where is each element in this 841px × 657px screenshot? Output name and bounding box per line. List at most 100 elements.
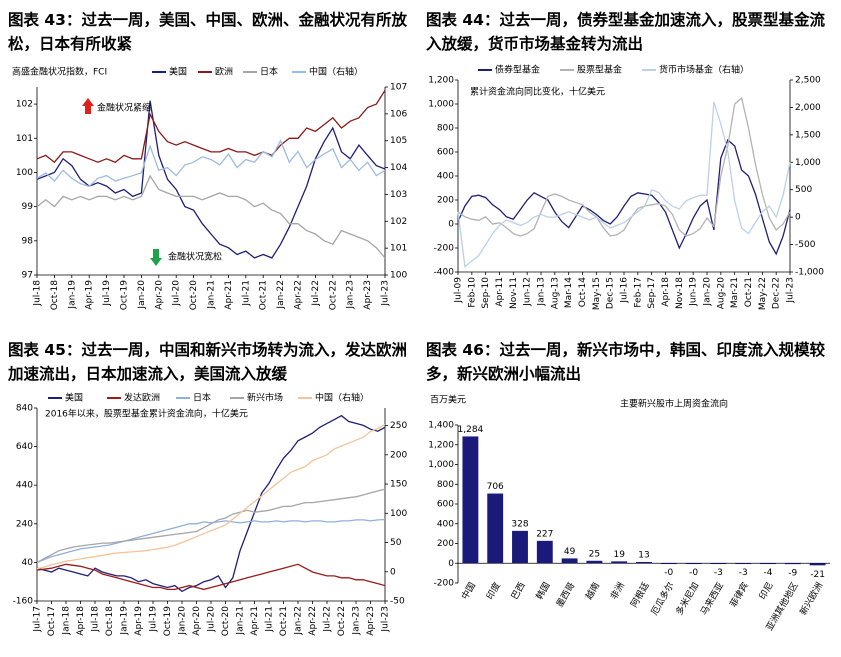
x-tick-label: 中国 — [459, 580, 478, 602]
x-tick-label: Jul-09 — [454, 277, 464, 304]
y2-tick-label: -50 — [390, 597, 405, 607]
value-label: 227 — [536, 529, 553, 539]
x-tick-label: Apr-18 — [76, 606, 86, 636]
annotation: 金融状况紧缩 — [97, 102, 151, 114]
x-tick-label: Apr-20 — [154, 280, 164, 310]
bar — [660, 563, 677, 565]
y-tick-label: 400 — [437, 172, 454, 182]
y-tick-label: 1,400 — [428, 421, 454, 431]
arrow-up — [82, 98, 94, 114]
x-tick-label: Jan-21 — [207, 280, 217, 310]
x-tick-label: May-22 — [758, 277, 768, 310]
value-label: 19 — [613, 550, 625, 560]
bar — [586, 560, 603, 564]
y-tick-label: 200 — [437, 539, 454, 549]
y2-tick-label: 2,000 — [795, 103, 821, 113]
x-tick-label: Oct-18 — [105, 606, 115, 637]
x-tick-label: Sep-10 — [481, 277, 491, 309]
x-tick-label: Jan-23 — [346, 280, 356, 310]
y-tick-label: 840 — [16, 404, 33, 414]
subtitle: 2016年以来，股票型基金累计资金流向，十亿美元 — [45, 408, 248, 420]
bar — [512, 530, 528, 564]
value-label: -0 — [689, 568, 698, 578]
y-tick-label: 240 — [16, 519, 33, 529]
x-tick-label: Apr-20 — [192, 606, 202, 636]
y2-tick-label: 105 — [390, 136, 407, 146]
x-tick-label: 越南 — [583, 580, 602, 602]
x-tick-label: Feb-10 — [467, 277, 477, 308]
x-tick-label: 菲律宾 — [727, 580, 751, 609]
y-tick-label: 800 — [437, 480, 454, 490]
x-tick-label: Dec-15 — [606, 277, 616, 309]
x-tick-label: Jan-22 — [294, 606, 304, 636]
x-tick-label: Jan-20 — [137, 280, 147, 310]
x-tick-label: 印度 — [484, 580, 503, 602]
chart-title: 图表 44：过去一周，债券型基金加速流入，股票型基金流入放缓，货币市场基金转为流… — [426, 11, 825, 53]
y2-tick-label: -1,000 — [795, 268, 824, 278]
y2-tick-label: 250 — [390, 421, 407, 431]
y-tick-label: -200 — [434, 579, 455, 589]
x-tick-label: Jul-22 — [311, 280, 321, 307]
legend-label: 债券型基金 — [495, 64, 540, 76]
x-tick-label: Jul-19 — [149, 606, 159, 633]
y-tick-label: 1,000 — [428, 100, 454, 110]
y-tick-label: 600 — [437, 500, 454, 510]
x-tick-label: Jul-18 — [91, 606, 101, 633]
y-tick-label: 97 — [22, 271, 33, 281]
x-tick-label: Jul-22 — [323, 606, 333, 633]
y2-tick-label: 102 — [390, 217, 407, 227]
y-tick-label: 101 — [16, 134, 33, 144]
x-tick-label: Oct-20 — [221, 606, 231, 637]
x-tick-label: Apr-22 — [308, 606, 318, 636]
x-tick-label: Feb-17 — [633, 277, 643, 308]
x-tick-label: 韩国 — [533, 580, 552, 602]
series-line — [36, 414, 386, 593]
bar — [462, 436, 479, 564]
x-tick-label: Jun-12 — [523, 277, 533, 307]
x-tick-label: Jul-19 — [102, 280, 112, 307]
value-label: -9 — [788, 569, 797, 579]
x-tick-label: Jul-20 — [207, 606, 217, 633]
bar — [784, 563, 801, 565]
x-tick-label: Jan-20 — [703, 277, 713, 307]
x-tick-label: Dec-22 — [772, 277, 782, 309]
y2-tick-label: 103 — [390, 190, 407, 200]
y-tick-label: 440 — [16, 481, 33, 491]
x-tick-label: Jan-13 — [537, 277, 547, 307]
series-line — [36, 518, 386, 564]
series-line — [36, 90, 386, 164]
bar — [536, 540, 553, 564]
x-tick-label: Oct-19 — [120, 280, 130, 311]
value-label: 328 — [511, 519, 528, 529]
y-tick-label: 0 — [448, 220, 454, 230]
x-tick-label: Oct-21 — [744, 277, 754, 307]
x-tick-label: Apr-23 — [363, 280, 373, 310]
x-tick-label: Oct-14 — [578, 277, 588, 308]
series-line — [36, 100, 386, 259]
x-tick-label: Mar-21 — [730, 277, 740, 308]
x-tick-label: Jun-19 — [689, 277, 699, 307]
x-tick-label: Jul-23 — [786, 277, 796, 304]
series-line — [457, 101, 791, 268]
chart-title: 图表 46：过去一周，新兴市场中，韩国、印度流入规模较多，新兴欧洲小幅流出 — [426, 341, 825, 383]
x-tick-label: Apr-22 — [294, 280, 304, 310]
y2-tick-label: 150 — [390, 480, 407, 490]
y-tick-label: 1,200 — [428, 440, 454, 450]
x-tick-label: Mar-14 — [564, 277, 574, 308]
x-tick-label: Jan-20 — [178, 606, 188, 636]
y2-tick-label: 0 — [795, 213, 801, 223]
subtitle: 累计资金流向同比变化，十亿美元 — [470, 86, 605, 98]
x-tick-label: Jul-23 — [381, 280, 391, 307]
x-tick-label: 墨西哥 — [554, 581, 577, 610]
bar — [760, 563, 776, 565]
series-line — [36, 488, 386, 563]
x-tick-label: Jan-22 — [276, 280, 286, 310]
subtitle: 主要新兴股市上周资金流向 — [620, 398, 728, 410]
value-label: -3 — [714, 568, 723, 578]
x-tick-label: Oct-19 — [163, 606, 173, 637]
x-tick-label: Aug-13 — [550, 277, 560, 309]
x-tick-label: Jul-21 — [241, 280, 251, 307]
series-line — [36, 423, 386, 570]
series-line — [36, 563, 386, 591]
